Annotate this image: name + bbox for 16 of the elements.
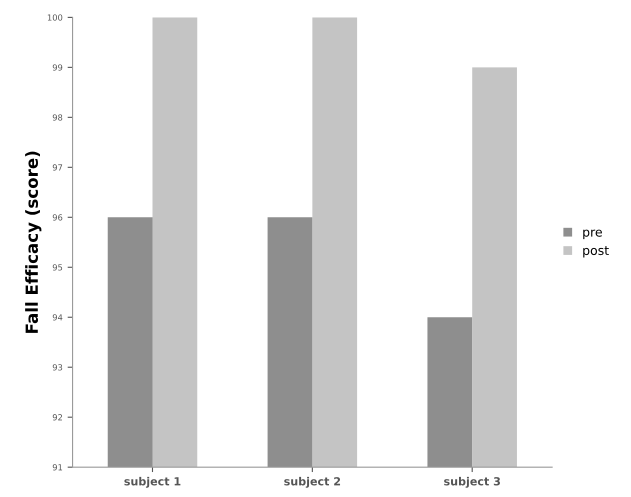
y-tick-label: 94 (52, 314, 62, 321)
y-tick-label: 99 (52, 64, 62, 71)
x-tick-label: subject 1 (124, 476, 180, 488)
y-tick-label: 96 (52, 214, 62, 221)
y-tick-label: 91 (52, 464, 62, 470)
y-tick-label: 92 (52, 414, 62, 420)
y-tick-label: 100 (48, 14, 62, 21)
y-tick-label: 98 (52, 114, 62, 121)
y-axis-title: Fall Efficacy (score) (25, 152, 42, 333)
x-tick-label: subject 3 (444, 476, 500, 488)
y-tick-label: 93 (52, 364, 62, 371)
legend-label: post (583, 246, 609, 258)
y-tick-label: 97 (52, 164, 62, 171)
y-tick-label: 95 (52, 264, 62, 271)
x-tick-label: subject 2 (284, 476, 340, 488)
legend-label: pre (583, 230, 602, 240)
